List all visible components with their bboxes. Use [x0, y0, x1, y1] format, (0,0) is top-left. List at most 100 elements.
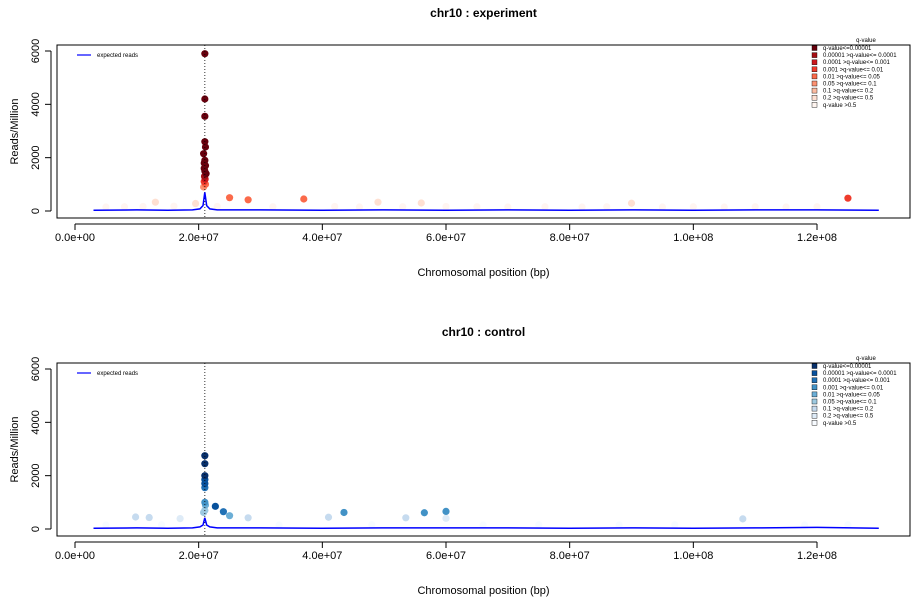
line-legend-label: expected reads — [97, 371, 138, 377]
x-axis: 0.0e+00 2.0e+07 4.0e+07 6.0e+07 8.0e+07 1.0e+… — [55, 223, 837, 244]
data-point — [504, 203, 512, 211]
x-tick-label: 0.0e+00 — [55, 232, 95, 244]
y-tick-label: 6000 — [30, 357, 42, 381]
x-tick-label: 6.0e+07 — [426, 232, 466, 244]
data-point — [442, 507, 450, 515]
x-tick-label: 8.0e+07 — [550, 550, 590, 562]
data-point — [442, 202, 450, 211]
qvalue-legend-label: 0.01 >q-value<= 0.05 — [823, 74, 881, 80]
qvalue-legend-swatch — [811, 384, 818, 390]
chart-title: chr10 : experiment — [430, 6, 537, 20]
data-point — [201, 452, 209, 460]
x-tick-label: 1.0e+08 — [673, 232, 713, 244]
data-point — [191, 199, 200, 208]
data-point — [170, 202, 178, 210]
data-point — [151, 198, 159, 206]
data-point — [541, 203, 549, 211]
qvalue-legend-label: 0.0001 >q-value<= 0.001 — [823, 60, 891, 66]
data-point — [658, 203, 667, 211]
data-point — [689, 203, 697, 211]
qvalue-legend-swatch — [811, 420, 818, 426]
qvalue-legend-swatch — [811, 398, 818, 405]
y-tick-label: 2000 — [30, 463, 42, 487]
data-point — [368, 521, 376, 529]
qvalue-legend-swatch — [811, 391, 818, 398]
line-legend-box — [61, 49, 139, 61]
line-legend-box — [61, 367, 139, 379]
data-point — [442, 514, 450, 522]
qvalue-legend-label: q-value<=0.00001 — [823, 364, 872, 370]
y-axis-label: Reads/Million — [9, 98, 21, 164]
data-point — [300, 195, 308, 203]
y-axis-label: Reads/Million — [9, 416, 21, 482]
x-tick-label: 2.0e+07 — [179, 232, 219, 244]
x-tick-label: 1.2e+08 — [797, 550, 837, 562]
qvalue-legend-label: 0.1 >q-value<= 0.2 — [823, 89, 874, 95]
data-point — [225, 512, 234, 520]
qvalue-legend-label: q-value<=0.00001 — [823, 46, 872, 52]
x-tick-label: 8.0e+07 — [550, 232, 590, 244]
data-point — [176, 515, 184, 523]
data-point — [578, 203, 586, 211]
data-point — [201, 50, 209, 58]
qvalue-legend-swatch — [811, 59, 818, 65]
qvalue-legend-label: 0.1 >q-value<= 0.2 — [823, 407, 874, 413]
data-point — [671, 521, 679, 529]
x-tick-label: 0.0e+00 — [55, 550, 95, 562]
data-point — [201, 143, 210, 151]
data-point — [201, 472, 209, 480]
y-axis: 0 2000 4000 6000 — [30, 357, 52, 532]
x-tick-label: 4.0e+07 — [302, 550, 342, 562]
x-tick-label: 1.2e+08 — [797, 232, 837, 244]
x-axis-label: Chromosomal position (bp) — [417, 585, 549, 597]
data-point — [213, 202, 221, 211]
data-point — [201, 460, 209, 468]
qvalue-legend-label: 0.001 >q-value<= 0.01 — [823, 67, 884, 73]
qvalue-legend-label: 0.0001 >q-value<= 0.001 — [823, 378, 891, 384]
data-point — [201, 498, 209, 506]
data-point — [417, 199, 425, 207]
data-point — [331, 202, 339, 211]
data-points — [102, 50, 852, 211]
line-legend-label: expected reads — [97, 53, 138, 59]
qvalue-legend-swatch — [811, 94, 818, 101]
expected-reads-line — [93, 517, 879, 529]
x-axis: 0.0e+00 2.0e+07 4.0e+07 6.0e+07 8.0e+07 1.0e+… — [55, 541, 837, 562]
data-point — [535, 521, 543, 529]
data-point — [145, 513, 153, 522]
qvalue-legend-title: q-value — [856, 356, 876, 362]
y-tick-label: 2000 — [30, 145, 42, 169]
data-point — [219, 508, 227, 516]
data-point — [340, 508, 348, 517]
data-point — [603, 203, 611, 211]
chart-title: chr10 : control — [442, 325, 525, 339]
data-point — [200, 508, 208, 517]
data-point — [102, 521, 110, 529]
qvalue-legend-label: 0.00001 >q-value<= 0.0001 — [823, 53, 897, 59]
qvalue-legend-swatch — [811, 102, 818, 108]
qvalue-legend-swatch — [811, 370, 818, 376]
data-point — [211, 502, 219, 510]
qvalue-legend-swatch — [811, 87, 818, 94]
plot-frame — [56, 362, 911, 537]
data-point — [751, 203, 759, 211]
data-point — [275, 521, 283, 529]
qvalue-legend-label: 0.05 >q-value<= 0.1 — [823, 400, 877, 406]
qvalue-legend-label: 0.2 >q-value<= 0.5 — [823, 414, 874, 420]
data-point — [225, 194, 234, 202]
x-tick-label: 4.0e+07 — [302, 232, 342, 244]
qvalue-legend-label: 0.01 >q-value<= 0.05 — [823, 392, 881, 398]
qvalue-legend-swatch — [811, 377, 818, 383]
qvalue-legend-swatch — [811, 80, 818, 87]
y-tick-label: 0 — [30, 526, 42, 532]
data-point — [844, 194, 852, 202]
data-point — [202, 170, 210, 178]
qvalue-legend-label: 0.2 >q-value<= 0.5 — [823, 96, 874, 102]
data-point — [402, 514, 410, 522]
data-point — [201, 112, 209, 120]
data-point — [615, 521, 623, 529]
qvalue-legend-label: 0.05 >q-value<= 0.1 — [823, 82, 877, 88]
qvalue-legend-swatch — [811, 413, 818, 419]
